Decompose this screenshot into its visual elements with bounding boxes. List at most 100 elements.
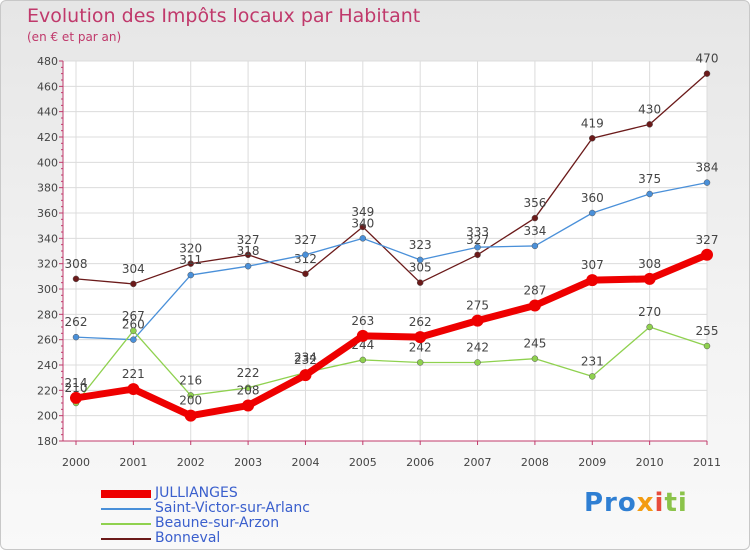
legend-label-saint-victor: Saint-Victor-sur-Arlanc bbox=[155, 500, 310, 516]
data-label: 221 bbox=[122, 367, 145, 381]
data-point bbox=[589, 209, 596, 217]
data-point bbox=[359, 356, 367, 364]
data-label: 210 bbox=[65, 381, 88, 395]
x-tick-label: 2011 bbox=[693, 456, 721, 469]
data-point bbox=[127, 383, 140, 396]
data-label: 307 bbox=[581, 258, 604, 272]
data-label: 384 bbox=[696, 161, 719, 175]
legend-label-beaune: Beaune-sur-Arzon bbox=[155, 515, 280, 531]
data-label: 287 bbox=[523, 283, 546, 297]
y-tick-label: 300 bbox=[37, 283, 58, 296]
data-point bbox=[703, 342, 711, 350]
data-point bbox=[416, 279, 424, 286]
data-label: 333 bbox=[466, 225, 489, 239]
proxiti-logo: Proxiti bbox=[584, 488, 688, 518]
y-tick-label: 400 bbox=[37, 156, 58, 169]
data-label: 267 bbox=[122, 309, 145, 323]
data-label: 356 bbox=[523, 196, 546, 210]
y-tick-label: 260 bbox=[37, 334, 58, 347]
data-point bbox=[187, 260, 194, 267]
data-label: 216 bbox=[179, 373, 202, 387]
legend-item-bonneval: Bonneval bbox=[101, 531, 310, 546]
legend-label-bonneval: Bonneval bbox=[155, 530, 221, 546]
data-label: 308 bbox=[638, 257, 661, 271]
data-point bbox=[474, 251, 481, 259]
data-label: 234 bbox=[294, 351, 317, 365]
data-label: 245 bbox=[523, 337, 546, 351]
data-point bbox=[72, 333, 80, 341]
legend-item-beaune: Beaune-sur-Arzon bbox=[101, 516, 310, 531]
data-point bbox=[589, 135, 596, 142]
data-label: 275 bbox=[466, 299, 489, 313]
data-label: 419 bbox=[581, 116, 604, 130]
x-tick-label: 2003 bbox=[234, 456, 262, 469]
data-point bbox=[187, 392, 194, 399]
y-tick-label: 240 bbox=[37, 359, 58, 372]
y-tick-label: 320 bbox=[37, 258, 58, 271]
data-point bbox=[302, 270, 309, 278]
x-tick-label: 2002 bbox=[177, 456, 205, 469]
y-tick-label: 420 bbox=[37, 131, 58, 144]
data-point bbox=[70, 391, 82, 404]
y-tick-label: 340 bbox=[37, 232, 58, 245]
data-point bbox=[184, 409, 197, 422]
data-label: 311 bbox=[179, 253, 202, 267]
y-tick-label: 480 bbox=[37, 55, 58, 68]
legend-swatch-saint-victor bbox=[101, 507, 151, 510]
data-point bbox=[703, 179, 711, 186]
data-label: 270 bbox=[638, 305, 661, 319]
data-point bbox=[359, 235, 367, 242]
data-label: 255 bbox=[696, 324, 719, 338]
data-point bbox=[531, 214, 539, 222]
data-label: 304 bbox=[122, 262, 145, 276]
data-label: 200 bbox=[179, 394, 202, 408]
y-tick-label: 360 bbox=[37, 207, 58, 220]
y-tick-label: 280 bbox=[37, 308, 58, 321]
data-point bbox=[359, 223, 367, 231]
x-tick-label: 2006 bbox=[406, 456, 434, 469]
data-label: 262 bbox=[409, 315, 432, 329]
data-point bbox=[474, 359, 481, 366]
data-point bbox=[589, 373, 596, 380]
data-point bbox=[701, 248, 713, 261]
data-point bbox=[244, 384, 252, 392]
data-point bbox=[646, 121, 653, 128]
data-point bbox=[528, 299, 541, 312]
data-label: 308 bbox=[65, 257, 88, 271]
data-label: 208 bbox=[237, 384, 260, 398]
data-point bbox=[531, 242, 539, 250]
data-label: 375 bbox=[638, 172, 661, 186]
series-line bbox=[75, 73, 708, 285]
data-point bbox=[302, 251, 309, 259]
y-tick-label: 380 bbox=[37, 182, 58, 195]
data-label: 327 bbox=[237, 233, 260, 247]
chart-subtitle: (en € et par an) bbox=[27, 30, 122, 44]
data-label: 318 bbox=[237, 244, 260, 258]
legend-item-saint-victor: Saint-Victor-sur-Arlanc bbox=[101, 501, 310, 516]
data-point bbox=[646, 323, 653, 331]
data-point bbox=[416, 256, 424, 264]
chart-legend: JULLIANGES Saint-Victor-sur-Arlanc Beaun… bbox=[101, 486, 310, 546]
y-tick-label: 180 bbox=[37, 435, 58, 448]
data-point bbox=[414, 331, 427, 344]
data-label: 262 bbox=[65, 315, 88, 329]
data-point bbox=[299, 369, 312, 382]
data-label: 334 bbox=[523, 224, 546, 238]
data-label: 305 bbox=[409, 261, 432, 275]
data-label: 470 bbox=[696, 52, 719, 66]
data-point bbox=[643, 272, 656, 285]
data-point bbox=[531, 355, 539, 362]
data-point bbox=[646, 190, 653, 198]
data-label: 327 bbox=[294, 233, 317, 247]
data-point bbox=[130, 327, 137, 335]
data-point bbox=[703, 70, 711, 77]
data-label: 323 bbox=[409, 238, 432, 252]
y-tick-label: 460 bbox=[37, 80, 58, 93]
x-tick-label: 2000 bbox=[62, 456, 90, 469]
data-point bbox=[72, 275, 80, 283]
data-label: 260 bbox=[122, 318, 145, 332]
data-label: 349 bbox=[351, 205, 374, 219]
data-label: 231 bbox=[581, 354, 604, 368]
legend-label-jullianges: JULLIANGES bbox=[155, 485, 238, 501]
